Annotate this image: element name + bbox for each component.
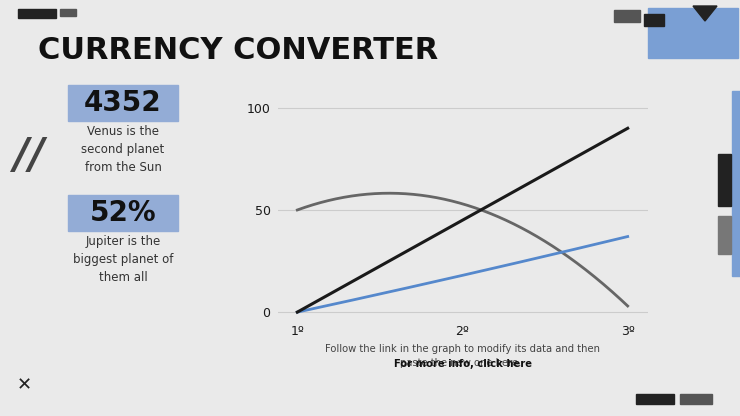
Bar <box>644 14 664 26</box>
Bar <box>60 9 76 16</box>
Bar <box>648 8 738 58</box>
Text: For more info, click here: For more info, click here <box>394 359 531 369</box>
Bar <box>732 91 740 276</box>
Text: Jupiter is the
biggest planet of
them all: Jupiter is the biggest planet of them al… <box>73 235 173 284</box>
Bar <box>718 154 731 206</box>
Text: ✕: ✕ <box>17 376 32 394</box>
Bar <box>68 195 178 231</box>
Bar <box>636 394 674 404</box>
Text: Venus is the
second planet
from the Sun: Venus is the second planet from the Sun <box>81 125 164 174</box>
Text: 4352: 4352 <box>84 89 162 117</box>
Text: CURRENCY CONVERTER: CURRENCY CONVERTER <box>38 36 438 65</box>
Text: Follow the link in the graph to modify its data and then
paste the new one here.: Follow the link in the graph to modify i… <box>325 344 600 368</box>
Bar <box>718 216 731 254</box>
Text: 52%: 52% <box>90 199 156 227</box>
Bar <box>18 9 56 18</box>
Bar <box>680 394 712 404</box>
Bar <box>614 10 640 22</box>
Text: //: // <box>14 135 44 177</box>
Polygon shape <box>693 6 717 21</box>
Bar <box>68 85 178 121</box>
